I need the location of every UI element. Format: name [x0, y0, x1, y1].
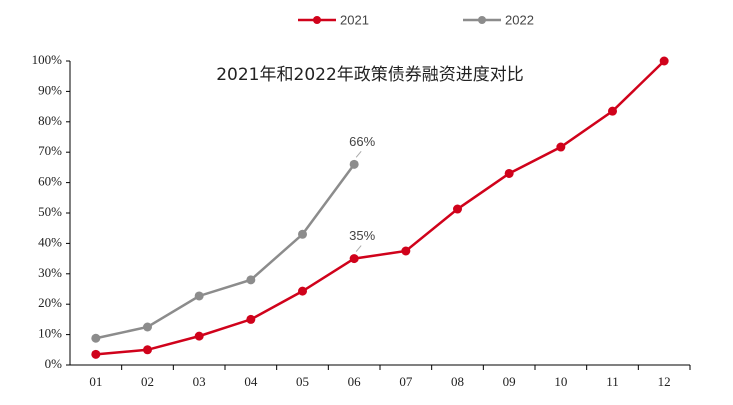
y-tick-label: 60%: [38, 174, 62, 189]
y-tick-label: 30%: [38, 265, 62, 280]
x-tick-label: 08: [451, 374, 464, 389]
y-tick-label: 90%: [38, 82, 62, 97]
x-tick-label: 12: [658, 374, 671, 389]
x-tick-label: 09: [503, 374, 516, 389]
data-point: [194, 331, 204, 341]
data-point: [556, 142, 566, 152]
x-tick-label: 05: [296, 374, 309, 389]
y-tick-label: 10%: [38, 326, 62, 341]
chart-title: 2021年和2022年政策债券融资进度对比: [216, 65, 524, 85]
data-point: [246, 314, 256, 324]
data-point: [91, 349, 101, 359]
legend-label: 2021: [340, 12, 369, 27]
y-tick-label: 50%: [38, 204, 62, 219]
x-tick-label: 04: [244, 374, 258, 389]
x-tick-label: 03: [193, 374, 206, 389]
y-tick-label: 20%: [38, 295, 62, 310]
y-tick-label: 0%: [45, 356, 63, 371]
data-point: [298, 229, 307, 239]
data-point: [608, 106, 617, 116]
value-label: 66%: [349, 134, 375, 149]
y-tick-label: 70%: [38, 143, 62, 158]
x-tick-label: 11: [606, 374, 619, 389]
data-point: [246, 275, 256, 285]
data-point: [504, 168, 514, 178]
label-leader: [355, 245, 362, 252]
legend-marker: [313, 16, 321, 24]
data-point: [349, 254, 359, 264]
data-point: [91, 333, 101, 343]
y-tick-label: 80%: [38, 113, 62, 128]
value-label: 35%: [349, 228, 375, 243]
y-tick-label: 100%: [32, 52, 63, 67]
x-tick-label: 07: [399, 374, 413, 389]
data-point: [143, 322, 152, 332]
data-point: [194, 291, 204, 301]
x-tick-label: 10: [554, 374, 567, 389]
data-point: [349, 159, 359, 169]
data-point: [659, 56, 669, 66]
label-leader: [355, 151, 362, 158]
legend-marker: [478, 16, 486, 24]
data-point: [401, 246, 411, 256]
y-tick-label: 40%: [38, 234, 62, 249]
x-tick-label: 01: [89, 374, 102, 389]
series-line: [95, 60, 666, 356]
data-point: [298, 286, 307, 296]
x-tick-label: 06: [348, 374, 362, 389]
legend-label: 2022: [505, 12, 534, 27]
x-tick-label: 02: [141, 374, 154, 389]
data-point: [143, 345, 152, 355]
data-point: [453, 204, 462, 214]
series-line: [95, 163, 356, 340]
